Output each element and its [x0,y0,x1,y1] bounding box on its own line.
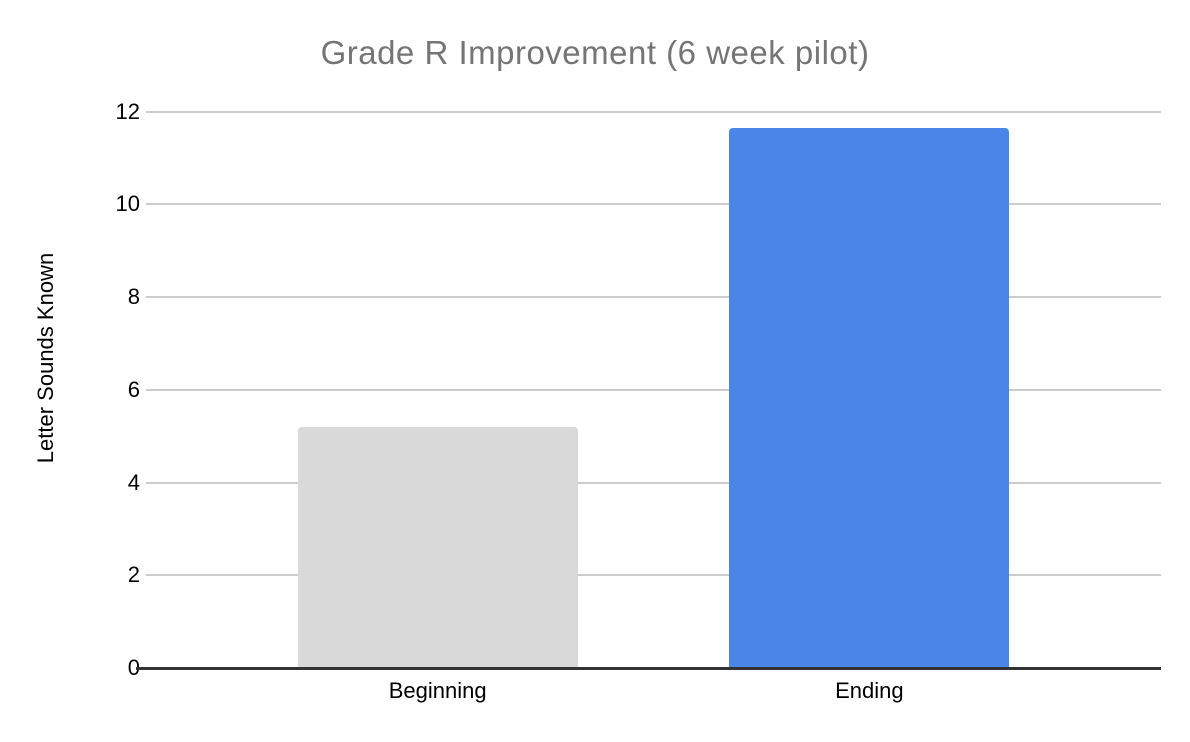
y-axis-title: Letter Sounds Known [33,252,58,464]
bar-ending [729,127,1010,668]
gridline [146,296,1161,298]
y-axis-tick-label: 2 [127,562,140,588]
y-axis-tick-label: 8 [127,284,140,309]
y-axis-tick-label: 10 [115,191,140,217]
bar-beginning [297,426,578,668]
gridline [146,574,1161,577]
gridline [146,110,1161,113]
x-axis-line [136,666,1161,670]
gridline [146,481,1161,484]
chart-title: Grade R Improvement (6 week pilot) [320,34,870,71]
gridline [146,203,1161,206]
y-axis-tick-label: 12 [115,98,140,124]
x-axis-category-label: Ending [835,678,904,703]
x-axis-category-label: Beginning [388,678,487,703]
y-axis-tick-label: 4 [127,469,140,495]
y-axis-tick-label: 6 [127,376,140,402]
y-axis-tick-label: 0 [127,655,140,680]
gridline [146,388,1161,391]
